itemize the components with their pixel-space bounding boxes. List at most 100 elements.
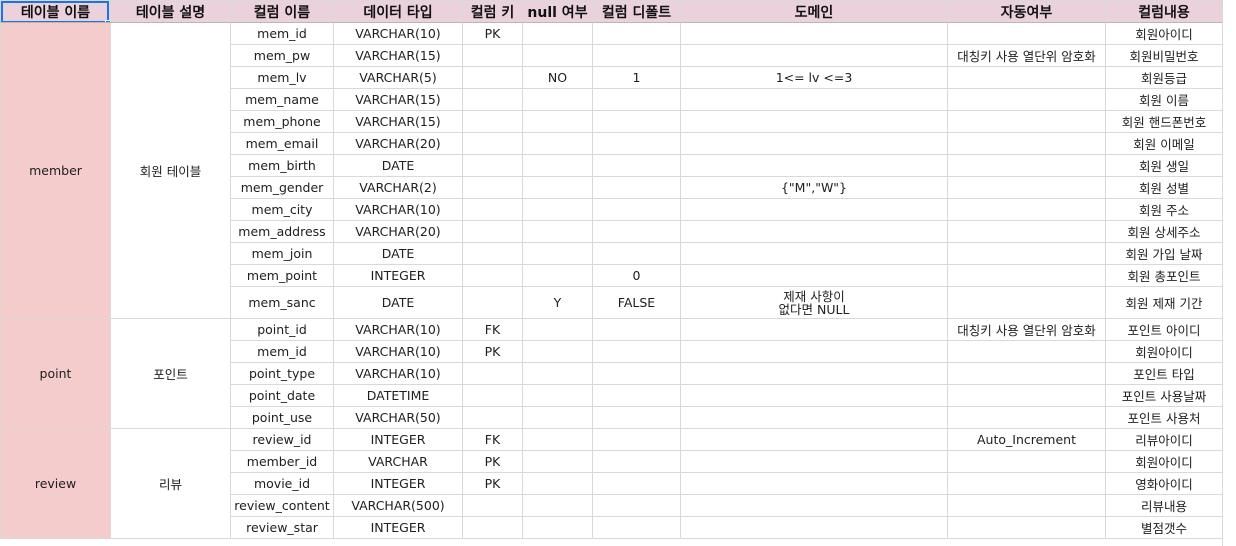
cell-nullable[interactable] xyxy=(522,88,593,111)
cell-domain[interactable] xyxy=(680,88,948,111)
cell-column-name[interactable]: review_content xyxy=(230,494,334,517)
cell-nullable[interactable] xyxy=(522,384,593,407)
cell-content[interactable]: 영화아이디 xyxy=(1105,472,1223,495)
cell-auto[interactable]: Auto_Increment xyxy=(947,428,1106,451)
cell-column-default[interactable] xyxy=(592,110,681,133)
cell-content[interactable]: 리뷰아이디 xyxy=(1105,428,1223,451)
cell-auto[interactable] xyxy=(947,286,1106,319)
cell-column-key[interactable] xyxy=(462,264,523,287)
cell-domain[interactable]: 제재 사항이 없다면 NULL xyxy=(680,286,948,319)
cell-column-default[interactable] xyxy=(592,220,681,243)
cell-content[interactable]: 회원 가입 날짜 xyxy=(1105,242,1223,265)
cell-column-key[interactable] xyxy=(462,88,523,111)
cell-domain[interactable] xyxy=(680,406,948,429)
cell-content[interactable]: 회원비밀번호 xyxy=(1105,44,1223,67)
cell-column-key[interactable]: FK xyxy=(462,428,523,451)
cell-domain[interactable]: 1<= lv <=3 xyxy=(680,66,948,89)
cell-content[interactable]: 회원 제재 기간 xyxy=(1105,286,1223,319)
cell-data-type[interactable]: VARCHAR(500) xyxy=(333,494,463,517)
cell-column-key[interactable]: FK xyxy=(462,318,523,341)
cell-domain[interactable] xyxy=(680,494,948,517)
cell-data-type[interactable]: VARCHAR(20) xyxy=(333,132,463,155)
cell-nullable[interactable] xyxy=(522,176,593,199)
cell-column-key[interactable] xyxy=(462,242,523,265)
cell-column-name[interactable]: review_star xyxy=(230,516,334,539)
cell-data-type[interactable]: VARCHAR(2) xyxy=(333,176,463,199)
cell-table-desc[interactable]: 회원 테이블 xyxy=(110,22,231,319)
cell-domain[interactable] xyxy=(680,22,948,45)
cell-auto[interactable] xyxy=(947,88,1106,111)
cell-data-type[interactable]: VARCHAR(10) xyxy=(333,362,463,385)
cell-column-key[interactable]: PK xyxy=(462,450,523,473)
header-domain[interactable]: 도메인 xyxy=(680,0,948,23)
cell-column-name[interactable]: mem_id xyxy=(230,340,334,363)
cell-column-key[interactable] xyxy=(462,132,523,155)
cell-nullable[interactable] xyxy=(522,110,593,133)
cell-data-type[interactable]: VARCHAR(10) xyxy=(333,318,463,341)
cell-data-type[interactable]: VARCHAR(50) xyxy=(333,406,463,429)
cell-domain[interactable] xyxy=(680,450,948,473)
cell-auto[interactable] xyxy=(947,242,1106,265)
cell-auto[interactable] xyxy=(947,198,1106,221)
cell-column-default[interactable] xyxy=(592,132,681,155)
cell-column-name[interactable]: movie_id xyxy=(230,472,334,495)
cell-domain[interactable] xyxy=(680,132,948,155)
cell-column-name[interactable]: mem_phone xyxy=(230,110,334,133)
cell-domain[interactable] xyxy=(680,472,948,495)
cell-data-type[interactable]: VARCHAR xyxy=(333,450,463,473)
cell-data-type[interactable]: VARCHAR(15) xyxy=(333,110,463,133)
cell-auto[interactable]: 대칭키 사용 열단위 암호화 xyxy=(947,44,1106,67)
cell-column-key[interactable]: PK xyxy=(462,22,523,45)
cell-column-default[interactable] xyxy=(592,406,681,429)
cell-column-default[interactable] xyxy=(592,154,681,177)
cell-column-name[interactable]: mem_sanc xyxy=(230,286,334,319)
cell-column-default[interactable] xyxy=(592,472,681,495)
header-auto[interactable]: 자동여부 xyxy=(947,0,1106,23)
cell-column-name[interactable]: review_id xyxy=(230,428,334,451)
cell-column-key[interactable] xyxy=(462,406,523,429)
cell-data-type[interactable]: INTEGER xyxy=(333,516,463,539)
cell-column-name[interactable]: point_use xyxy=(230,406,334,429)
cell-column-key[interactable] xyxy=(462,66,523,89)
cell-auto[interactable] xyxy=(947,220,1106,243)
cell-nullable[interactable] xyxy=(522,428,593,451)
cell-auto[interactable] xyxy=(947,450,1106,473)
cell-column-key[interactable]: PK xyxy=(462,340,523,363)
cell-column-default[interactable] xyxy=(592,516,681,539)
cell-column-key[interactable] xyxy=(462,154,523,177)
cell-auto[interactable] xyxy=(947,66,1106,89)
cell-domain[interactable] xyxy=(680,516,948,539)
cell-data-type[interactable]: INTEGER xyxy=(333,264,463,287)
cell-column-default[interactable] xyxy=(592,242,681,265)
cell-column-default[interactable] xyxy=(592,88,681,111)
cell-content[interactable]: 회원아이디 xyxy=(1105,22,1223,45)
cell-nullable[interactable] xyxy=(522,406,593,429)
cell-auto[interactable] xyxy=(947,110,1106,133)
cell-nullable[interactable] xyxy=(522,154,593,177)
cell-column-name[interactable]: mem_point xyxy=(230,264,334,287)
header-column-key[interactable]: 컬럼 키 xyxy=(462,0,523,23)
cell-domain[interactable] xyxy=(680,264,948,287)
cell-content[interactable]: 회원아이디 xyxy=(1105,450,1223,473)
cell-data-type[interactable]: VARCHAR(5) xyxy=(333,66,463,89)
cell-column-name[interactable]: member_id xyxy=(230,450,334,473)
cell-column-default[interactable]: 1 xyxy=(592,66,681,89)
cell-column-name[interactable]: mem_lv xyxy=(230,66,334,89)
cell-content[interactable]: 회원 핸드폰번호 xyxy=(1105,110,1223,133)
cell-domain[interactable] xyxy=(680,242,948,265)
cell-column-default[interactable] xyxy=(592,22,681,45)
cell-column-name[interactable]: point_date xyxy=(230,384,334,407)
cell-column-name[interactable]: point_id xyxy=(230,318,334,341)
cell-column-name[interactable]: mem_id xyxy=(230,22,334,45)
cell-nullable[interactable] xyxy=(522,318,593,341)
cell-nullable[interactable] xyxy=(522,516,593,539)
cell-content[interactable]: 회원 주소 xyxy=(1105,198,1223,221)
cell-column-key[interactable] xyxy=(462,516,523,539)
cell-nullable[interactable] xyxy=(522,264,593,287)
cell-data-type[interactable]: DATE xyxy=(333,154,463,177)
cell-column-default[interactable] xyxy=(592,176,681,199)
cell-nullable[interactable] xyxy=(522,132,593,155)
cell-auto[interactable] xyxy=(947,340,1106,363)
cell-column-key[interactable] xyxy=(462,176,523,199)
cell-nullable[interactable] xyxy=(522,198,593,221)
